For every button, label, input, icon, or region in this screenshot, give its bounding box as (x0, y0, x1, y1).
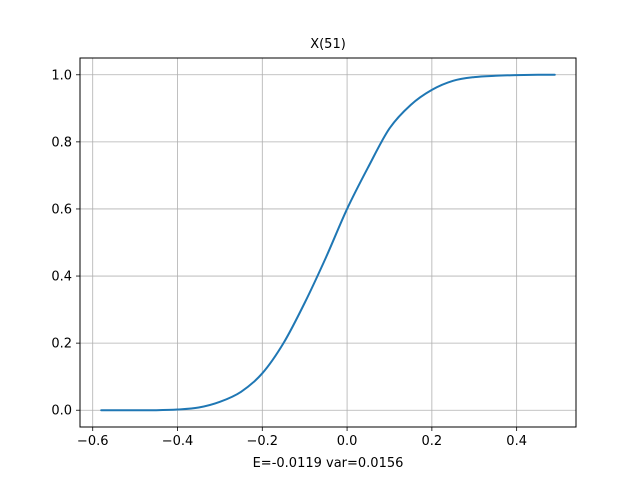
y-axis-ticks: 0.0 0.2 0.4 0.6 0.8 1.0 (51, 68, 80, 419)
x-tick-label: −0.6 (77, 434, 109, 449)
x-tick-label: 0.4 (506, 434, 527, 449)
x-axis-ticks: −0.6 −0.4 −0.2 0.0 0.2 0.4 (77, 427, 527, 449)
x-tick-label: 0.2 (422, 434, 443, 449)
y-tick-label: 0.4 (51, 270, 72, 285)
x-axis-label: E=-0.0119 var=0.0156 (253, 456, 404, 471)
y-tick-label: 1.0 (51, 68, 72, 83)
y-tick-label: 0.0 (51, 404, 72, 419)
chart-title: X(51) (310, 37, 346, 52)
x-tick-label: −0.4 (162, 434, 194, 449)
x-tick-label: 0.0 (337, 434, 358, 449)
series-layer (100, 73, 556, 412)
y-tick-label: 0.2 (51, 337, 72, 352)
y-tick-label: 0.8 (51, 135, 72, 150)
series-line (100, 73, 556, 412)
y-tick-label: 0.6 (51, 202, 72, 217)
plot-frame (79, 57, 577, 428)
x-tick-label: −0.2 (247, 434, 279, 449)
